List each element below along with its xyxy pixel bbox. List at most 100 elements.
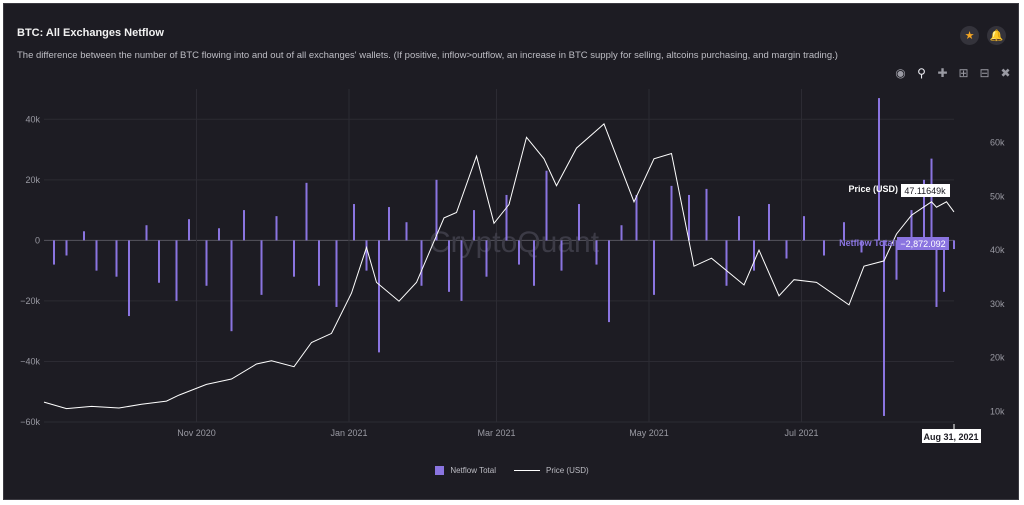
y-right-tick-label: 60k: [990, 138, 1005, 148]
netflow-bar: [533, 240, 535, 286]
netflow-bar: [158, 240, 160, 283]
netflow-bar: [318, 240, 320, 286]
chart-title: BTC: All Exchanges Netflow: [17, 27, 164, 39]
zoom-icon[interactable]: ⚲: [917, 66, 926, 80]
netflow-bar: [785, 240, 788, 259]
chart-legend: Netflow Total Price (USD): [4, 466, 1018, 475]
netflow-bar: [910, 210, 913, 241]
hover-netflow-value: −2,872.092: [900, 239, 945, 249]
legend-item-netflow[interactable]: Netflow Total: [435, 466, 496, 475]
hover-price-value: 47.11649k: [904, 186, 946, 196]
legend-label: Netflow Total: [450, 466, 496, 475]
hover-netflow-label: Netflow Total: [839, 238, 895, 248]
netflow-bar: [145, 225, 148, 241]
netflow-bar: [378, 240, 380, 353]
netflow-bar: [943, 240, 945, 292]
netflow-bar: [353, 204, 355, 241]
netflow-bar: [878, 98, 880, 241]
netflow-bar: [595, 240, 598, 265]
netflow-bar: [448, 240, 450, 292]
y-right-tick-label: 40k: [990, 245, 1005, 255]
camera-icon[interactable]: ◉: [895, 66, 906, 80]
chart-toolbar: ◉ ⚲ ✚ ⊞ ⊟ ✖: [890, 66, 1016, 80]
bell-icon[interactable]: 🔔: [987, 26, 1006, 45]
zoom-in-icon[interactable]: ⊞: [958, 66, 969, 80]
x-tick-label: Jan 2021: [330, 428, 367, 438]
zoom-out-icon[interactable]: ⊟: [979, 66, 990, 80]
watermark: CryptoQuant: [429, 226, 600, 259]
y-right-tick-label: 10k: [990, 406, 1005, 416]
netflow-bar: [293, 240, 295, 277]
netflow-bar: [65, 240, 68, 256]
netflow-chart[interactable]: CryptoQuant 40k 20k 0 −20k −40k −60k 60k 50k 40k…: [4, 4, 1019, 500]
price-line: [43, 123, 955, 410]
netflow-bar: [935, 240, 938, 307]
netflow-bar: [518, 240, 520, 265]
netflow-bar: [823, 240, 825, 256]
chart-subtitle: The difference between the number of BTC…: [17, 50, 838, 61]
netflow-bar: [608, 240, 610, 323]
netflow-bar: [260, 240, 263, 295]
y-left-tick-label: 0: [35, 235, 40, 245]
legend-swatch-line: [513, 470, 540, 471]
netflow-bar: [83, 231, 85, 241]
netflow-bar: [620, 225, 623, 241]
netflow-bar: [688, 194, 690, 241]
x-tick-label: Nov 2020: [177, 428, 216, 438]
netflow-bar: [843, 222, 845, 241]
netflow-bar: [505, 194, 508, 241]
netflow-bar: [485, 240, 488, 277]
netflow-bar: [305, 182, 308, 241]
netflow-bar: [128, 240, 130, 317]
netflow-bar: [473, 210, 475, 241]
x-tick-label: Mar 2021: [477, 428, 515, 438]
netflow-bar: [405, 222, 408, 241]
y-right-tick-label: 30k: [990, 299, 1005, 309]
netflow-bar: [230, 240, 233, 332]
hover-date-label: Aug 31, 2021: [923, 432, 978, 442]
legend-item-price[interactable]: Price (USD): [513, 466, 589, 475]
netflow-bar: [895, 240, 898, 280]
netflow-bar: [768, 204, 770, 241]
netflow-bar: [930, 158, 933, 241]
netflow-bar: [883, 240, 885, 416]
y-left-tick-label: −40k: [20, 356, 40, 366]
netflow-bar: [365, 240, 368, 271]
star-icon[interactable]: ★: [960, 26, 979, 45]
netflow-bar: [243, 210, 245, 241]
netflow-bar: [578, 204, 580, 241]
autoscale-icon[interactable]: ✖: [1000, 66, 1011, 80]
y-left-tick-label: −60k: [20, 417, 40, 427]
netflow-bar: [738, 216, 740, 241]
netflow-bar: [420, 240, 423, 286]
netflow-bar: [95, 240, 98, 271]
netflow-bar: [175, 240, 178, 301]
netflow-bar: [335, 240, 338, 307]
netflow-bar: [188, 219, 190, 241]
netflow-bar: [275, 216, 278, 241]
x-tick-label: May 2021: [629, 428, 669, 438]
netflow-bar: [435, 179, 438, 241]
chart-card: BTC: All Exchanges Netflow The differenc…: [3, 3, 1019, 500]
netflow-bar: [115, 240, 118, 277]
netflow-bar: [653, 240, 655, 295]
pan-icon[interactable]: ✚: [937, 66, 948, 80]
netflow-bar: [670, 185, 673, 241]
hover-netflow-box: [897, 237, 949, 250]
hover-price-label: Price (USD): [848, 184, 898, 194]
netflow-bar: [205, 240, 208, 286]
netflow-bar: [388, 207, 390, 241]
y-right-tick-label: 20k: [990, 353, 1005, 363]
y-left-tick-label: −20k: [20, 296, 40, 306]
x-tick-label: Jul 2021: [784, 428, 818, 438]
netflow-bar: [725, 240, 728, 286]
netflow-bar: [923, 179, 925, 241]
netflow-bar: [545, 170, 548, 241]
netflow-bar: [53, 240, 55, 265]
y-left-tick-label: 20k: [25, 175, 40, 185]
netflow-bar: [218, 228, 220, 241]
netflow-bar: [753, 240, 755, 271]
netflow-bar: [460, 240, 463, 301]
hover-price-box: [901, 184, 950, 197]
netflow-bar: [803, 216, 805, 241]
